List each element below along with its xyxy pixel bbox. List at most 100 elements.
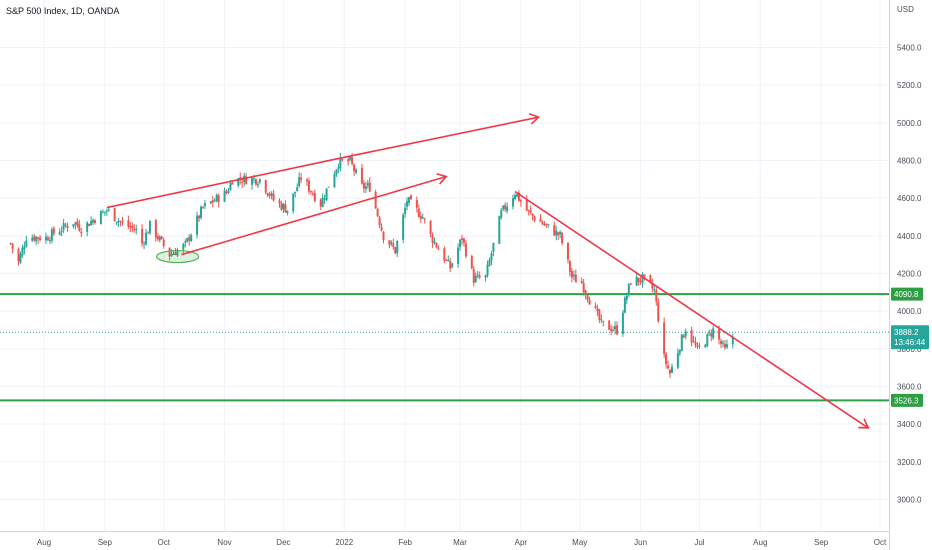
candle-body <box>337 167 340 170</box>
trend-lines[interactable] <box>106 113 870 429</box>
candle-body <box>437 248 440 250</box>
candle-body <box>72 224 75 227</box>
candle-body <box>582 283 585 293</box>
candle-body <box>486 264 489 276</box>
last-price-label: 3888.2 <box>894 328 919 337</box>
candle-body <box>517 192 520 201</box>
candlesticks <box>9 152 734 378</box>
trend-line-arrowhead[interactable] <box>436 173 448 185</box>
candle-body <box>186 237 189 242</box>
candle-body <box>588 300 591 305</box>
candle-body <box>490 253 493 261</box>
candle-body <box>154 220 157 238</box>
candle-body <box>307 180 310 192</box>
candle-body <box>722 342 725 344</box>
candle-body <box>484 275 487 278</box>
candle-body <box>676 353 679 368</box>
x-tick-label: Jun <box>634 538 647 547</box>
candle-body <box>602 320 605 322</box>
price-axis[interactable]: 3000.0 3200.0 3400.0 3600.0 3800.0 4000.0 4200… <box>897 44 922 505</box>
time-axis[interactable]: Aug Sep Oct Nov Dec 2022 Feb Mar Apr May Jun Jul Aug… <box>37 538 887 547</box>
candle-body <box>402 214 405 240</box>
candle-body <box>543 223 546 226</box>
candle-body <box>723 344 726 348</box>
candle-body <box>474 276 477 283</box>
grid-lines <box>0 0 889 531</box>
candle-body <box>270 193 273 196</box>
candle-body <box>451 263 454 268</box>
y-tick-label: 4000.0 <box>897 307 922 316</box>
price-badge <box>891 287 923 301</box>
candle-body <box>498 216 501 244</box>
candle-body <box>17 248 20 262</box>
candle-body <box>541 221 544 225</box>
candle-body <box>404 207 407 214</box>
candle-body <box>464 243 467 257</box>
trend-line-arrowhead[interactable] <box>528 113 541 125</box>
y-tick-label: 5400.0 <box>897 44 922 53</box>
candle-body <box>472 269 475 283</box>
candle-body <box>184 241 187 243</box>
candle-body <box>417 208 420 217</box>
candle-body <box>286 210 289 214</box>
price-badge-label: 3526.3 <box>894 396 919 405</box>
candle-body <box>457 247 460 264</box>
candle-body <box>419 215 422 219</box>
candle-body <box>504 205 507 210</box>
candle-body <box>339 157 342 168</box>
candle-body <box>147 232 150 234</box>
candle-body <box>117 220 120 223</box>
candle-body <box>44 236 47 241</box>
candle-body <box>115 221 118 223</box>
candle-body <box>629 283 632 285</box>
candle-body <box>470 256 473 269</box>
candle-body <box>678 350 681 354</box>
candle-body <box>121 221 124 223</box>
candle-body <box>545 223 548 225</box>
candle-body <box>704 344 707 348</box>
candle-body <box>215 194 218 202</box>
y-tick-label: 3200.0 <box>897 458 922 467</box>
candle-body <box>335 169 338 175</box>
candle-body <box>488 259 491 266</box>
candle-body <box>190 235 193 242</box>
x-tick-label: Dec <box>276 538 290 547</box>
candle-body <box>21 247 24 256</box>
candle-body <box>625 295 628 300</box>
candle-body <box>725 344 728 348</box>
bar-countdown-label: 13:46:44 <box>894 338 926 347</box>
candle-body <box>649 275 652 283</box>
candle-body <box>684 331 687 337</box>
candle-body <box>119 221 122 223</box>
candle-body <box>690 329 693 343</box>
candle-body <box>561 232 564 244</box>
trend-line[interactable] <box>514 190 869 429</box>
candle-body <box>46 237 49 241</box>
candle-body <box>539 219 542 222</box>
candle-body <box>614 326 617 330</box>
trend-line-arrowhead[interactable] <box>858 418 870 429</box>
candle-body <box>94 220 97 223</box>
candle-body <box>718 329 721 340</box>
candle-body <box>107 209 110 211</box>
trend-line[interactable] <box>181 175 447 256</box>
support-levels <box>0 293 889 402</box>
candle-body <box>406 201 409 207</box>
candle-body <box>696 345 699 347</box>
candle-body <box>394 247 397 254</box>
candle-body <box>156 236 159 240</box>
trend-line[interactable] <box>106 156 343 209</box>
candle-body <box>143 243 146 245</box>
candle-body <box>608 320 611 330</box>
candle-body <box>305 179 308 182</box>
candle-body <box>639 280 642 282</box>
candle-body <box>131 225 134 228</box>
candle-body <box>376 209 379 217</box>
candle-body <box>476 274 479 277</box>
candle-body <box>362 182 365 189</box>
candle-body <box>408 197 411 203</box>
y-tick-label: 4800.0 <box>897 157 922 166</box>
trend-line[interactable] <box>342 116 539 159</box>
candle-body <box>421 217 424 219</box>
